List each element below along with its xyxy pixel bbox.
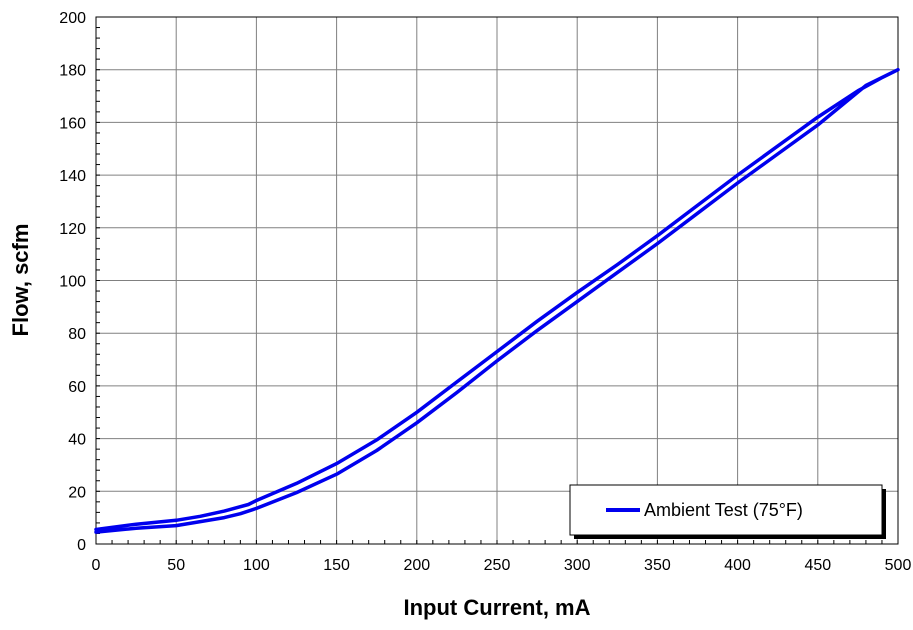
x-tick-label: 50 [167, 557, 185, 574]
x-tick-label: 350 [644, 557, 671, 574]
y-tick-label: 40 [68, 432, 86, 449]
y-tick-labels: 0 20 40 60 80 100 120 140 160 180 200 [59, 10, 86, 554]
x-axis-title: Input Current, mA [404, 595, 591, 620]
x-tick-label: 0 [92, 557, 101, 574]
x-tick-label: 450 [804, 557, 831, 574]
y-tick-label: 120 [59, 221, 86, 238]
x-tick-labels: 0 50 100 150 200 250 300 350 400 450 500 [92, 557, 912, 574]
y-tick-label: 0 [77, 537, 86, 554]
x-tick-label: 250 [484, 557, 511, 574]
y-tick-label: 180 [59, 63, 86, 80]
x-tick-label: 300 [564, 557, 591, 574]
y-axis-title: Flow, scfm [8, 224, 33, 337]
x-tick-label: 500 [885, 557, 912, 574]
minor-ticks [95, 16, 899, 545]
y-tick-label: 140 [59, 168, 86, 185]
y-tick-label: 160 [59, 115, 86, 132]
y-tick-label: 100 [59, 274, 86, 291]
y-tick-label: 80 [68, 326, 86, 343]
y-tick-label: 20 [68, 484, 86, 501]
x-tick-label: 200 [403, 557, 430, 574]
series-line [94, 67, 900, 534]
x-tick-label: 100 [243, 557, 270, 574]
x-tick-label: 400 [724, 557, 751, 574]
series-layer [94, 67, 900, 534]
x-tick-label: 150 [323, 557, 350, 574]
y-tick-label: 60 [68, 379, 86, 396]
legend: Ambient Test (75°F) [569, 484, 886, 539]
legend-label: Ambient Test (75°F) [644, 500, 803, 520]
plot-frame [95, 16, 899, 545]
y-tick-label: 200 [59, 10, 86, 27]
